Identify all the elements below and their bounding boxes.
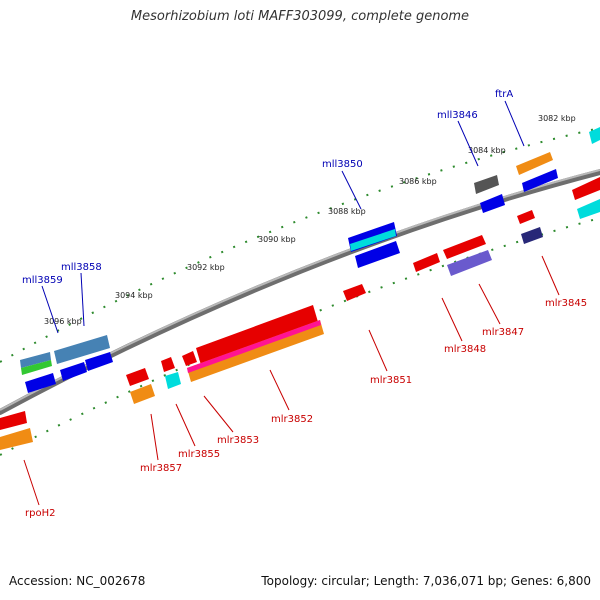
genome-backbone-highlight [0, 169, 600, 411]
gene-label-mll3850[interactable]: mll3850 [322, 159, 363, 170]
gene-block-navy[interactable] [521, 227, 543, 244]
gene-mlr3847-block[interactable] [447, 250, 492, 276]
leader-mlr3847 [478, 283, 501, 325]
gene-label-mll3858[interactable]: mll3858 [61, 262, 102, 273]
scale-tick-label: 3088 kbp [328, 207, 366, 216]
gene-label-mlr3855[interactable]: mlr3855 [178, 449, 220, 460]
gene-mlr3848-block[interactable] [443, 235, 486, 259]
leader-mll3859 [41, 285, 59, 334]
gene-block-red[interactable] [126, 368, 149, 386]
reverse-genes [0, 210, 543, 450]
gene-label-rpoH2[interactable]: rpoH2 [25, 508, 55, 519]
gene-block-blue[interactable] [355, 241, 400, 268]
map-title: Mesorhizobium loti MAFF303099, complete … [130, 9, 470, 24]
gene-label-mlr3852[interactable]: mlr3852 [271, 414, 313, 425]
forward-genes [20, 127, 600, 393]
genome-backbone [0, 169, 600, 415]
gene-label-mlr3853[interactable]: mlr3853 [217, 435, 259, 446]
leader-mll3858 [80, 272, 85, 327]
leader-mll3850 [341, 170, 362, 210]
gene-mll3858-block[interactable] [54, 335, 110, 364]
gene-block-cyan[interactable] [577, 199, 600, 219]
gene-block-blue[interactable] [480, 194, 505, 213]
gene-mll3859-block[interactable] [20, 352, 51, 368]
gene-mll3850-block-cyan[interactable] [350, 229, 396, 251]
scale-tick-label: 3094 kbp [115, 291, 153, 300]
accession-text: Accession: NC_002678 [9, 574, 146, 588]
leader-ftrA [504, 100, 525, 147]
leader-mlr3853 [203, 395, 234, 433]
gene-block-blue[interactable] [85, 352, 113, 371]
genome-summary-text: Topology: circular; Length: 7,036,071 bp… [261, 574, 591, 588]
scale-tick-label: 3096 kbp [44, 317, 82, 326]
gene-block-blue[interactable] [60, 362, 87, 381]
gene-block-cyan[interactable] [589, 127, 600, 144]
gene-block-red[interactable] [161, 357, 175, 372]
forward-tick-track [0, 127, 600, 363]
gene-block-red[interactable] [182, 351, 197, 366]
scale-tick-label: 3086 kbp [399, 177, 437, 186]
gene-mlr3851-block[interactable] [343, 284, 366, 301]
gene-block-red[interactable] [413, 253, 440, 272]
leader-mlr3857 [150, 413, 159, 461]
scale-tick-label: 3092 kbp [187, 263, 225, 272]
gene-mlr3853-block-pink[interactable] [187, 320, 321, 373]
scale-tick-label: 3084 kbp [468, 146, 506, 155]
gene-block-blue[interactable] [522, 169, 558, 192]
gene-mlr3852-block[interactable] [196, 305, 318, 365]
gene-ftrA-block[interactable] [516, 152, 553, 175]
gene-label-mlr3848[interactable]: mlr3848 [444, 344, 486, 355]
leader-rpoH2 [23, 459, 40, 506]
gene-label-mll3846[interactable]: mll3846 [437, 110, 478, 121]
gene-label-mlr3857[interactable]: mlr3857 [140, 463, 182, 474]
gene-mll3846-block[interactable] [474, 175, 499, 194]
leader-mlr3855 [175, 403, 196, 447]
gene-block-red[interactable] [572, 177, 600, 200]
forward-tick-line [0, 127, 600, 363]
leader-mlr3852 [269, 369, 290, 411]
leader-mlr3845 [541, 255, 560, 296]
gene-block-orange[interactable] [0, 428, 33, 450]
gene-mlr3855-block[interactable] [165, 372, 181, 389]
leader-mlr3851 [368, 329, 388, 372]
gene-label-mlr3845[interactable]: mlr3845 [545, 298, 587, 309]
scale-tick-label: 3082 kbp [538, 114, 576, 123]
gene-label-mlr3847[interactable]: mlr3847 [482, 327, 524, 338]
gene-block-blue[interactable] [25, 373, 56, 393]
gene-label-mlr3851[interactable]: mlr3851 [370, 375, 412, 386]
gene-label-mll3859[interactable]: mll3859 [22, 275, 63, 286]
gene-rpoH2-block[interactable] [0, 411, 27, 430]
leader-mll3846 [457, 120, 479, 167]
gene-label-ftrA[interactable]: ftrA [495, 89, 513, 100]
gene-block-green[interactable] [21, 360, 52, 375]
scale-tick-label: 3090 kbp [258, 235, 296, 244]
leader-mlr3848 [441, 297, 463, 342]
gene-mlr3845-block[interactable] [517, 210, 535, 224]
gene-mlr3857-block[interactable] [130, 384, 155, 404]
